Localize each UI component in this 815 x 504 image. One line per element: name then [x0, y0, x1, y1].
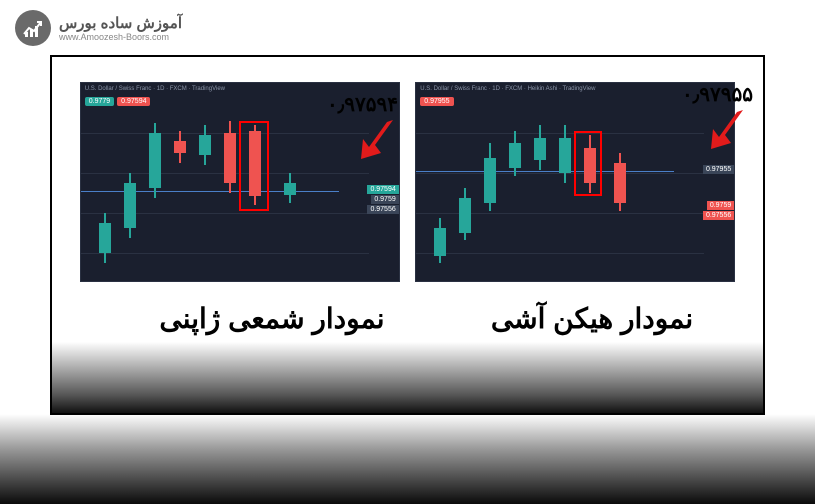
candle [146, 113, 164, 273]
logo-fa-text: آموزش ساده بورس [59, 14, 182, 32]
candle [531, 113, 549, 273]
price-tag: 0.9759 [371, 195, 398, 204]
red-arrow-icon [357, 117, 397, 162]
comparison-frame: U.S. Dollar / Swiss Franc · 1D · FXCM · … [50, 55, 765, 415]
candle [196, 113, 214, 273]
candle [96, 113, 114, 273]
chart-badges-right: 0.97955 [420, 97, 453, 106]
badge: 0.97594 [117, 97, 150, 106]
logo: آموزش ساده بورس www.Amoozesh-Boors.com [15, 10, 182, 46]
left-value-annotation: ۰٫۹۷۵۹۴ [327, 92, 398, 117]
price-tag: 0.97556 [703, 211, 734, 220]
logo-text: آموزش ساده بورس www.Amoozesh-Boors.com [59, 14, 182, 42]
chart-plot-area [416, 113, 704, 271]
candle [121, 113, 139, 273]
candle [171, 113, 189, 273]
heikin-ashi-chart: U.S. Dollar / Swiss Franc · 1D · FXCM · … [415, 82, 735, 282]
price-tag: 0.97594 [367, 185, 398, 194]
highlight-box [239, 121, 269, 211]
candle [281, 113, 299, 273]
candle [556, 113, 574, 273]
candle [481, 113, 499, 273]
price-tag: 0.97556 [367, 205, 398, 214]
chart-plot-area [81, 113, 369, 271]
chart-header-left: U.S. Dollar / Swiss Franc · 1D · FXCM · … [85, 86, 225, 92]
chart-badges-left: 0.9779 0.97594 [85, 97, 151, 106]
price-tag: 0.97955 [703, 165, 734, 174]
bottom-gradient [0, 414, 815, 504]
candle [431, 113, 449, 273]
chart-header-right: U.S. Dollar / Swiss Franc · 1D · FXCM · … [420, 86, 595, 92]
logo-icon [15, 10, 51, 46]
red-arrow-icon [707, 107, 747, 152]
logo-en-text: www.Amoozesh-Boors.com [59, 32, 169, 42]
right-chart-label: نمودار هیکن آشی [447, 302, 737, 335]
chart-arrow-icon [21, 16, 45, 40]
candle [456, 113, 474, 273]
candle [611, 113, 629, 273]
candle [506, 113, 524, 273]
highlight-box [574, 131, 602, 196]
candle [221, 113, 239, 273]
badge: 0.9779 [85, 97, 114, 106]
charts-row: U.S. Dollar / Swiss Franc · 1D · FXCM · … [52, 82, 763, 282]
badge: 0.97955 [420, 97, 453, 106]
price-tag: 0.9759 [707, 201, 734, 210]
right-value-annotation: ۰٫۹۷۹۵۵ [682, 82, 753, 107]
left-chart-label: نمودار شمعی ژاپنی [122, 302, 422, 335]
